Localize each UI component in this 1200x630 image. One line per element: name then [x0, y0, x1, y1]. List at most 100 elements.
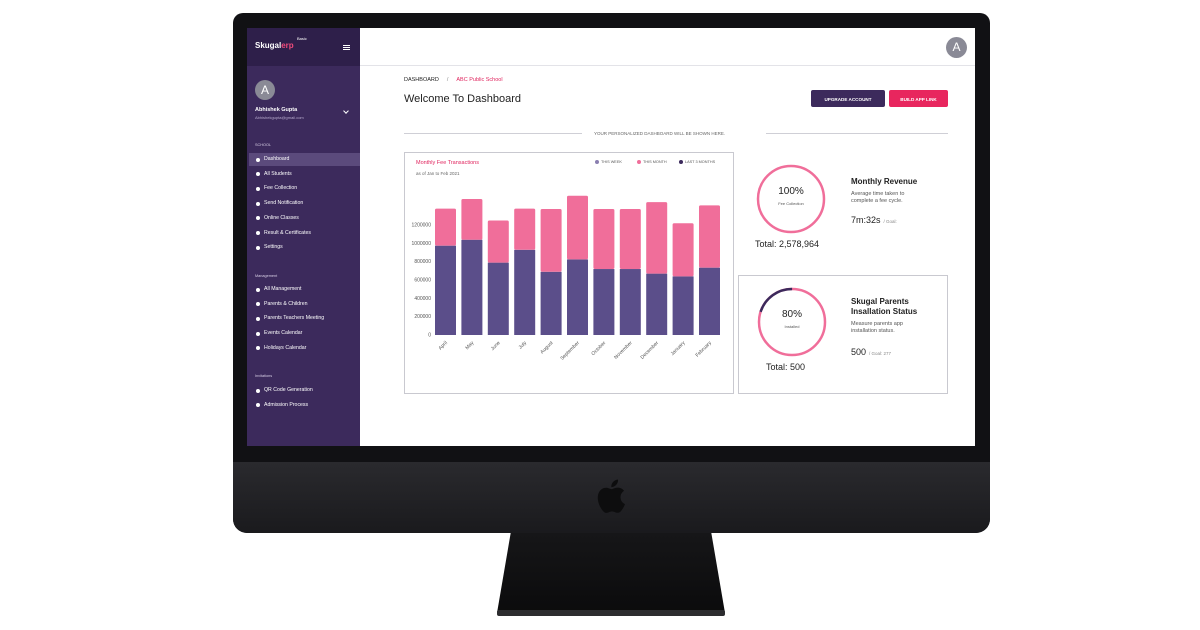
sidebar-item-all-students[interactable]: All Students: [249, 168, 360, 181]
breadcrumb-root[interactable]: DASHBOARD: [404, 77, 439, 83]
y-tick-label: 400000: [414, 296, 431, 302]
sidebar-item-label: Events Calendar: [264, 330, 303, 337]
monitor-stand-base: [497, 610, 725, 616]
bar-this-month-september[interactable]: [567, 195, 588, 260]
sidebar-section-title: SCHOOL: [255, 143, 272, 147]
bullet-icon: [256, 172, 260, 177]
bar-last-3-months-april[interactable]: [435, 245, 456, 335]
sidebar-item-label: Holidays Calendar: [264, 344, 307, 351]
bar-last-3-months-july[interactable]: [514, 249, 536, 335]
y-tick-label: 600000: [414, 278, 431, 284]
user-name: Abhishek Gupta: [255, 107, 298, 113]
bar-last-3-months-december[interactable]: [646, 273, 668, 335]
screen: Skugalerp Basic A Abhishek Gupta Abhishe…: [247, 28, 975, 446]
sidebar-item-events-calendar[interactable]: Events Calendar: [249, 327, 360, 340]
bar-this-month-august[interactable]: [540, 209, 562, 272]
bar-this-month-may[interactable]: [461, 198, 483, 240]
sidebar-item-label: All Management: [264, 286, 302, 292]
x-tick-label: August: [539, 340, 555, 356]
sidebar-item-online-classes[interactable]: Online Classes: [249, 212, 360, 225]
top-header: A: [360, 28, 975, 66]
x-tick-label: February: [695, 340, 714, 359]
sidebar-item-qr-code-generation[interactable]: QR Code Generation: [249, 384, 360, 397]
bullet-icon: [256, 201, 260, 206]
bar-last-3-months-may[interactable]: [461, 239, 483, 335]
sidebar-item-send-notification[interactable]: Send Notification: [249, 197, 360, 210]
fee-transactions-card: 0 200000 400000 600000 800000 1000000 1200000 A…: [404, 152, 734, 394]
app-logo[interactable]: Skugalerp Basic: [255, 36, 307, 50]
menu-icon[interactable]: [343, 45, 350, 50]
sidebar-item-settings[interactable]: Settings: [249, 241, 360, 254]
bullet-icon: [256, 245, 260, 250]
revenue-value: 7m:32s / Goal:: [851, 215, 897, 225]
bar-last-3-months-november[interactable]: [619, 269, 641, 335]
parents-desc-line2: installation status.: [851, 328, 895, 334]
bullet-icon: [256, 216, 260, 221]
x-tick-label: April: [438, 340, 449, 351]
sidebar-header: Skugalerp Basic: [247, 28, 360, 66]
sidebar-section-title: Invitations: [255, 374, 273, 378]
revenue-title: Monthly Revenue: [851, 177, 918, 186]
revenue-total: Total: 2,578,964: [755, 239, 820, 249]
bar-this-month-october[interactable]: [593, 209, 615, 270]
installed-label: Installed: [784, 324, 800, 329]
legend-this-week[interactable]: THIS WEEK: [595, 160, 622, 164]
bar-this-month-january[interactable]: [672, 223, 694, 277]
sidebar-item-admission-process[interactable]: Admission Process: [249, 399, 360, 412]
bullet-icon: [256, 157, 260, 162]
sidebar-item-label: Online Classes: [264, 214, 299, 221]
bar-last-3-months-august[interactable]: [540, 271, 562, 335]
bar-last-3-months-october[interactable]: [593, 269, 615, 335]
bar-last-3-months-february[interactable]: [699, 267, 720, 335]
sidebar-item-parents-children[interactable]: Parents & Children: [249, 298, 360, 311]
installed-percent: 80%: [781, 309, 802, 320]
header-avatar[interactable]: A: [946, 37, 967, 58]
apple-logo-icon: [597, 479, 625, 513]
bar-this-month-february[interactable]: [699, 205, 720, 268]
fee-collection-percent: 100%: [778, 186, 804, 197]
monthly-revenue-card: 100% Fee Collection Total: 2,578,964 Mon…: [738, 152, 948, 270]
parents-value: 500/ Goal: 277: [851, 347, 892, 357]
chart-subtitle: as of Jan to Feb 2021: [416, 171, 460, 176]
installed-ring: [757, 287, 827, 357]
bar-this-month-april[interactable]: [435, 208, 456, 246]
upgrade-account-button[interactable]: UPGRADE ACCOUNT: [811, 90, 885, 107]
sidebar-section-title: Management: [255, 274, 278, 278]
sidebar-item-parents-teachers-meeting[interactable]: Parents Teachers Meeting: [249, 312, 360, 325]
x-tick-label: September: [559, 340, 581, 362]
parents-installation-card: 80% Installed Total: 500 Skugal Parents …: [738, 275, 948, 394]
dashboard-hint: YOUR PERSONALIZED DASHBOARD WILL BE SHOW…: [594, 131, 726, 136]
x-tick-label: October: [590, 340, 607, 357]
bar-last-3-months-june[interactable]: [487, 262, 509, 335]
sidebar-item-holidays-calendar[interactable]: Holidays Calendar: [249, 342, 360, 355]
sidebar-item-all-management[interactable]: All Management: [249, 283, 360, 296]
divider-right: [766, 133, 948, 134]
bar-last-3-months-january[interactable]: [672, 276, 694, 335]
revenue-desc-line2: complete a fee cycle.: [851, 198, 903, 204]
sidebar: Skugalerp Basic A Abhishek Gupta Abhishe…: [247, 28, 360, 446]
breadcrumb-current[interactable]: ABC Public School: [456, 77, 503, 83]
chevron-down-icon[interactable]: [343, 108, 349, 114]
bar-this-month-december[interactable]: [646, 202, 668, 274]
revenue-desc-line1: Average time taken to: [851, 191, 905, 197]
sidebar-item-dashboard[interactable]: Dashboard: [249, 153, 360, 166]
bar-this-month-july[interactable]: [514, 208, 536, 250]
bar-last-3-months-september[interactable]: [567, 259, 588, 335]
bullet-icon: [256, 231, 260, 235]
bullet-icon: [256, 186, 260, 191]
parents-total: Total: 500: [766, 362, 806, 372]
sidebar-item-result-certificates[interactable]: Result & Certificates: [249, 227, 360, 240]
sidebar-item-fee-collection[interactable]: Fee Collection: [249, 182, 360, 195]
bar-this-month-june[interactable]: [487, 220, 509, 263]
fee-collection-ring: [756, 164, 826, 234]
build-app-link-button[interactable]: BUILD APP LINK: [889, 90, 948, 107]
bullet-icon: [256, 388, 260, 393]
y-tick-label: 800000: [414, 259, 431, 265]
legend-this-month[interactable]: THIS MONTH: [637, 160, 667, 164]
bullet-icon: [256, 287, 260, 292]
sidebar-item-label: Fee Collection: [264, 185, 298, 192]
avatar[interactable]: A: [255, 80, 275, 100]
bar-this-month-november[interactable]: [619, 209, 641, 270]
x-tick-label: November: [613, 340, 634, 361]
legend-last-3-months[interactable]: LAST 3 MONTHS: [679, 160, 715, 164]
